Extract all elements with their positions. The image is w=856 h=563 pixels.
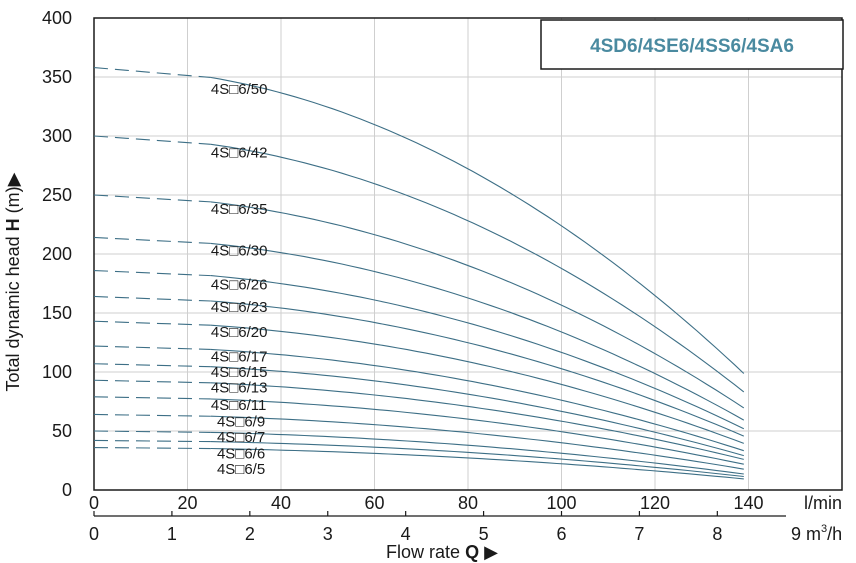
curve-line [210,201,745,409]
y-tick-label: 400 [42,8,72,28]
x-tick-label: 120 [640,493,670,513]
curve-line [210,242,745,421]
y-tick-label: 300 [42,126,72,146]
curve-label: 4S□6/30 [211,242,268,259]
curve-label: 4S□6/50 [211,81,268,98]
x-tick-label: 40 [271,493,291,513]
y-tick-label: 100 [42,362,72,382]
x2-tick-label: 8 [712,524,722,544]
curve-label: 4S□6/42 [211,145,268,162]
x-tick-label: 80 [458,493,478,513]
curve-line [210,76,745,374]
curve-line [210,366,744,457]
y-tick-label: 350 [42,67,72,87]
x-unit-label: l/min [804,493,842,513]
curve-line [210,348,744,452]
curve-line [210,300,745,437]
curve-dash [93,396,211,400]
curve-dash [93,446,211,450]
curve-line [210,447,744,480]
curve-label: 4S□6/35 [211,201,268,218]
chart-title: 4SD6/4SE6/4SS6/4SA6 [590,36,794,57]
x-tick-label: 20 [177,493,197,513]
curve-label: 4S□6/6 [217,445,265,462]
curve-dash [93,430,211,433]
curve-label: 4S□6/13 [211,379,268,396]
x2-tick-label: 5 [479,524,489,544]
curve-line [210,324,744,444]
x-tick-label: 60 [364,493,384,513]
x-tick-label: 140 [733,493,763,513]
curve-dash [93,413,211,417]
curve-label: 4S□6/15 [211,364,268,381]
curve-dash [93,320,211,326]
x2-tick-label: 1 [167,524,177,544]
curve-dash [93,379,211,384]
curve-line [210,398,744,465]
title-box [540,19,844,70]
y-tick-label: 50 [52,421,72,441]
curve-line [210,441,744,478]
plot-frame [93,17,843,491]
curve-dash [93,67,211,79]
x2-tick-label: 3 [323,524,333,544]
curve-dash [93,236,211,244]
curve-dash [93,363,211,368]
curve-label: 4S□6/5 [217,461,265,478]
y-tick-labels: 0 50 100 150 200 250 300 350 400 [42,8,72,500]
curve-label: 4S□6/26 [211,277,268,294]
x2-unit-label: 9 m3/h [791,523,842,544]
curve-line [210,431,744,475]
y-tick-label: 250 [42,185,72,205]
x2-tick-label: 7 [634,524,644,544]
x2-tick-label: 0 [89,524,99,544]
curve-dash [93,269,211,277]
x2-tick-labels: 0 1 2 3 4 5 6 7 8 [89,524,722,544]
x-tick-labels: 0 20 40 60 80 100 120 140 [89,493,764,513]
curve-label: 4S□6/20 [211,324,268,341]
x-tick-label: 100 [546,493,576,513]
curve-dash [93,439,211,443]
grid [93,17,843,517]
curve-line [210,143,745,393]
curve-labels: 4S□6/50 4S□6/42 4S□6/35 4S□6/30 4S□6/26 4S□6/… [211,81,268,478]
curve-label: 4S□6/11 [211,397,267,414]
curve-dash [93,194,211,203]
curve-label: 4S□6/7 [217,429,265,446]
y-tick-label: 200 [42,244,72,264]
curve-line [210,275,745,430]
curve-dash [93,345,211,350]
x2-tick-label: 4 [401,524,411,544]
curve-label: 4S□6/17 [211,349,268,366]
curve-label: 4S□6/9 [217,414,265,431]
curve-line [210,415,744,470]
y-tick-label: 150 [42,303,72,323]
pump-curves [93,67,745,480]
y-tick-label: 0 [62,480,72,500]
curve-label: 4S□6/23 [211,299,268,316]
x2-tick-label: 2 [245,524,255,544]
y-axis-title: Total dynamic head H (m)▶ [3,172,23,391]
x-axis-title: Flow rate Q ▶ [386,542,498,562]
x-tick-label: 0 [89,493,99,513]
curve-dash [93,135,211,145]
x2-tick-label: 6 [556,524,566,544]
curve-line [210,382,744,460]
curve-dash [93,295,211,302]
